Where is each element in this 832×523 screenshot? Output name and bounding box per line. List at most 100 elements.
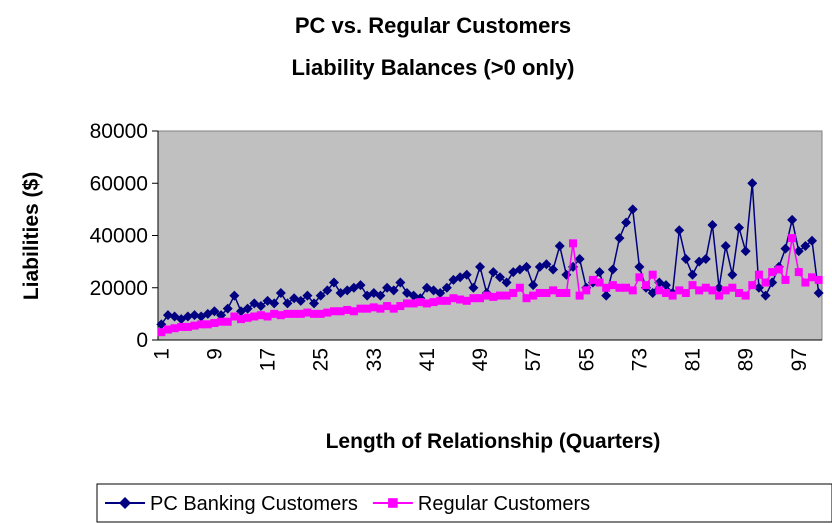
- data-point: [627, 204, 638, 215]
- data-point: [310, 309, 319, 318]
- data-point: [735, 288, 743, 297]
- data-point: [316, 309, 325, 318]
- data-point: [303, 308, 312, 317]
- data-point: [660, 280, 671, 291]
- data-point: [541, 259, 552, 270]
- legend-label: Regular Customers: [418, 493, 590, 515]
- data-point: [741, 291, 750, 300]
- data-point: [222, 303, 233, 314]
- data-point: [255, 301, 266, 312]
- data-point: [435, 287, 446, 298]
- data-point: [754, 270, 763, 279]
- data-point: [182, 311, 193, 322]
- y-tick-label: 60000: [90, 172, 148, 195]
- data-point: [700, 254, 711, 265]
- data-point: [740, 246, 751, 257]
- data-point: [282, 298, 293, 309]
- data-point: [554, 240, 565, 251]
- x-tick-label: 97: [788, 348, 811, 371]
- data-point: [449, 294, 458, 303]
- chart-subtitle: Liability Balances (>0 only): [291, 55, 574, 80]
- data-point: [416, 298, 425, 307]
- data-point: [157, 328, 166, 337]
- data-point: [250, 312, 259, 321]
- data-point: [601, 290, 612, 301]
- data-point: [747, 178, 758, 189]
- data-point: [720, 240, 731, 251]
- data-point: [661, 288, 670, 297]
- data-point: [522, 294, 531, 303]
- data-point: [395, 277, 406, 288]
- data-point: [675, 286, 684, 295]
- data-point: [488, 267, 499, 278]
- data-point: [688, 281, 697, 290]
- data-point: [336, 307, 345, 316]
- x-tick-label: 17: [257, 348, 280, 371]
- data-point: [156, 319, 167, 330]
- data-point: [343, 305, 352, 314]
- chart-title: PC vs. Regular Customers: [295, 13, 571, 38]
- x-tick-label: 81: [682, 348, 705, 371]
- data-point: [549, 286, 558, 295]
- data-point: [528, 280, 539, 291]
- data-point: [774, 265, 783, 274]
- data-point: [761, 278, 770, 287]
- data-point: [230, 312, 239, 321]
- data-point: [403, 299, 411, 308]
- data-point: [170, 324, 179, 333]
- data-point: [767, 277, 778, 288]
- data-point: [183, 322, 192, 331]
- data-point: [521, 261, 532, 272]
- data-point: [349, 307, 358, 316]
- data-point: [376, 304, 385, 313]
- legend-marker: [388, 498, 398, 508]
- data-point: [794, 268, 803, 277]
- data-point: [482, 291, 491, 300]
- data-point: [162, 310, 173, 321]
- data-point: [270, 309, 279, 318]
- data-point: [708, 286, 717, 295]
- x-tick-label: 1: [150, 348, 173, 360]
- data-point: [237, 315, 245, 324]
- data-point: [714, 282, 725, 293]
- legend-marker: [119, 497, 131, 509]
- data-point: [575, 291, 584, 300]
- data-point: [302, 290, 313, 301]
- data-point: [476, 294, 485, 303]
- data-point: [355, 280, 366, 291]
- data-point: [687, 269, 698, 280]
- data-point: [209, 306, 220, 317]
- x-tick-label: 89: [735, 348, 758, 371]
- data-point: [715, 291, 724, 300]
- data-point: [363, 304, 372, 313]
- data-point: [753, 282, 764, 293]
- data-point: [383, 302, 392, 311]
- data-point: [256, 311, 265, 320]
- data-point: [163, 325, 172, 334]
- x-axis-title: Length of Relationship (Quarters): [326, 430, 661, 453]
- data-point: [502, 291, 511, 300]
- data-point: [695, 286, 704, 295]
- data-point: [647, 287, 658, 298]
- data-point: [595, 278, 604, 287]
- data-point: [800, 240, 811, 251]
- data-point: [582, 286, 591, 295]
- data-point: [748, 281, 757, 290]
- data-point: [814, 275, 823, 284]
- data-point: [569, 239, 577, 248]
- data-point: [295, 295, 306, 306]
- data-point: [501, 277, 512, 288]
- data-point: [760, 290, 771, 301]
- x-tick-label: 57: [522, 348, 545, 371]
- data-point: [608, 281, 617, 290]
- data-point: [621, 217, 632, 228]
- data-point: [495, 291, 504, 300]
- x-tick-label: 41: [416, 348, 439, 371]
- data-point: [781, 275, 790, 284]
- data-point: [788, 234, 797, 243]
- data-point: [707, 220, 718, 231]
- y-tick-label: 40000: [90, 225, 148, 248]
- data-point: [462, 296, 471, 305]
- data-point: [389, 304, 398, 313]
- data-point: [197, 320, 206, 329]
